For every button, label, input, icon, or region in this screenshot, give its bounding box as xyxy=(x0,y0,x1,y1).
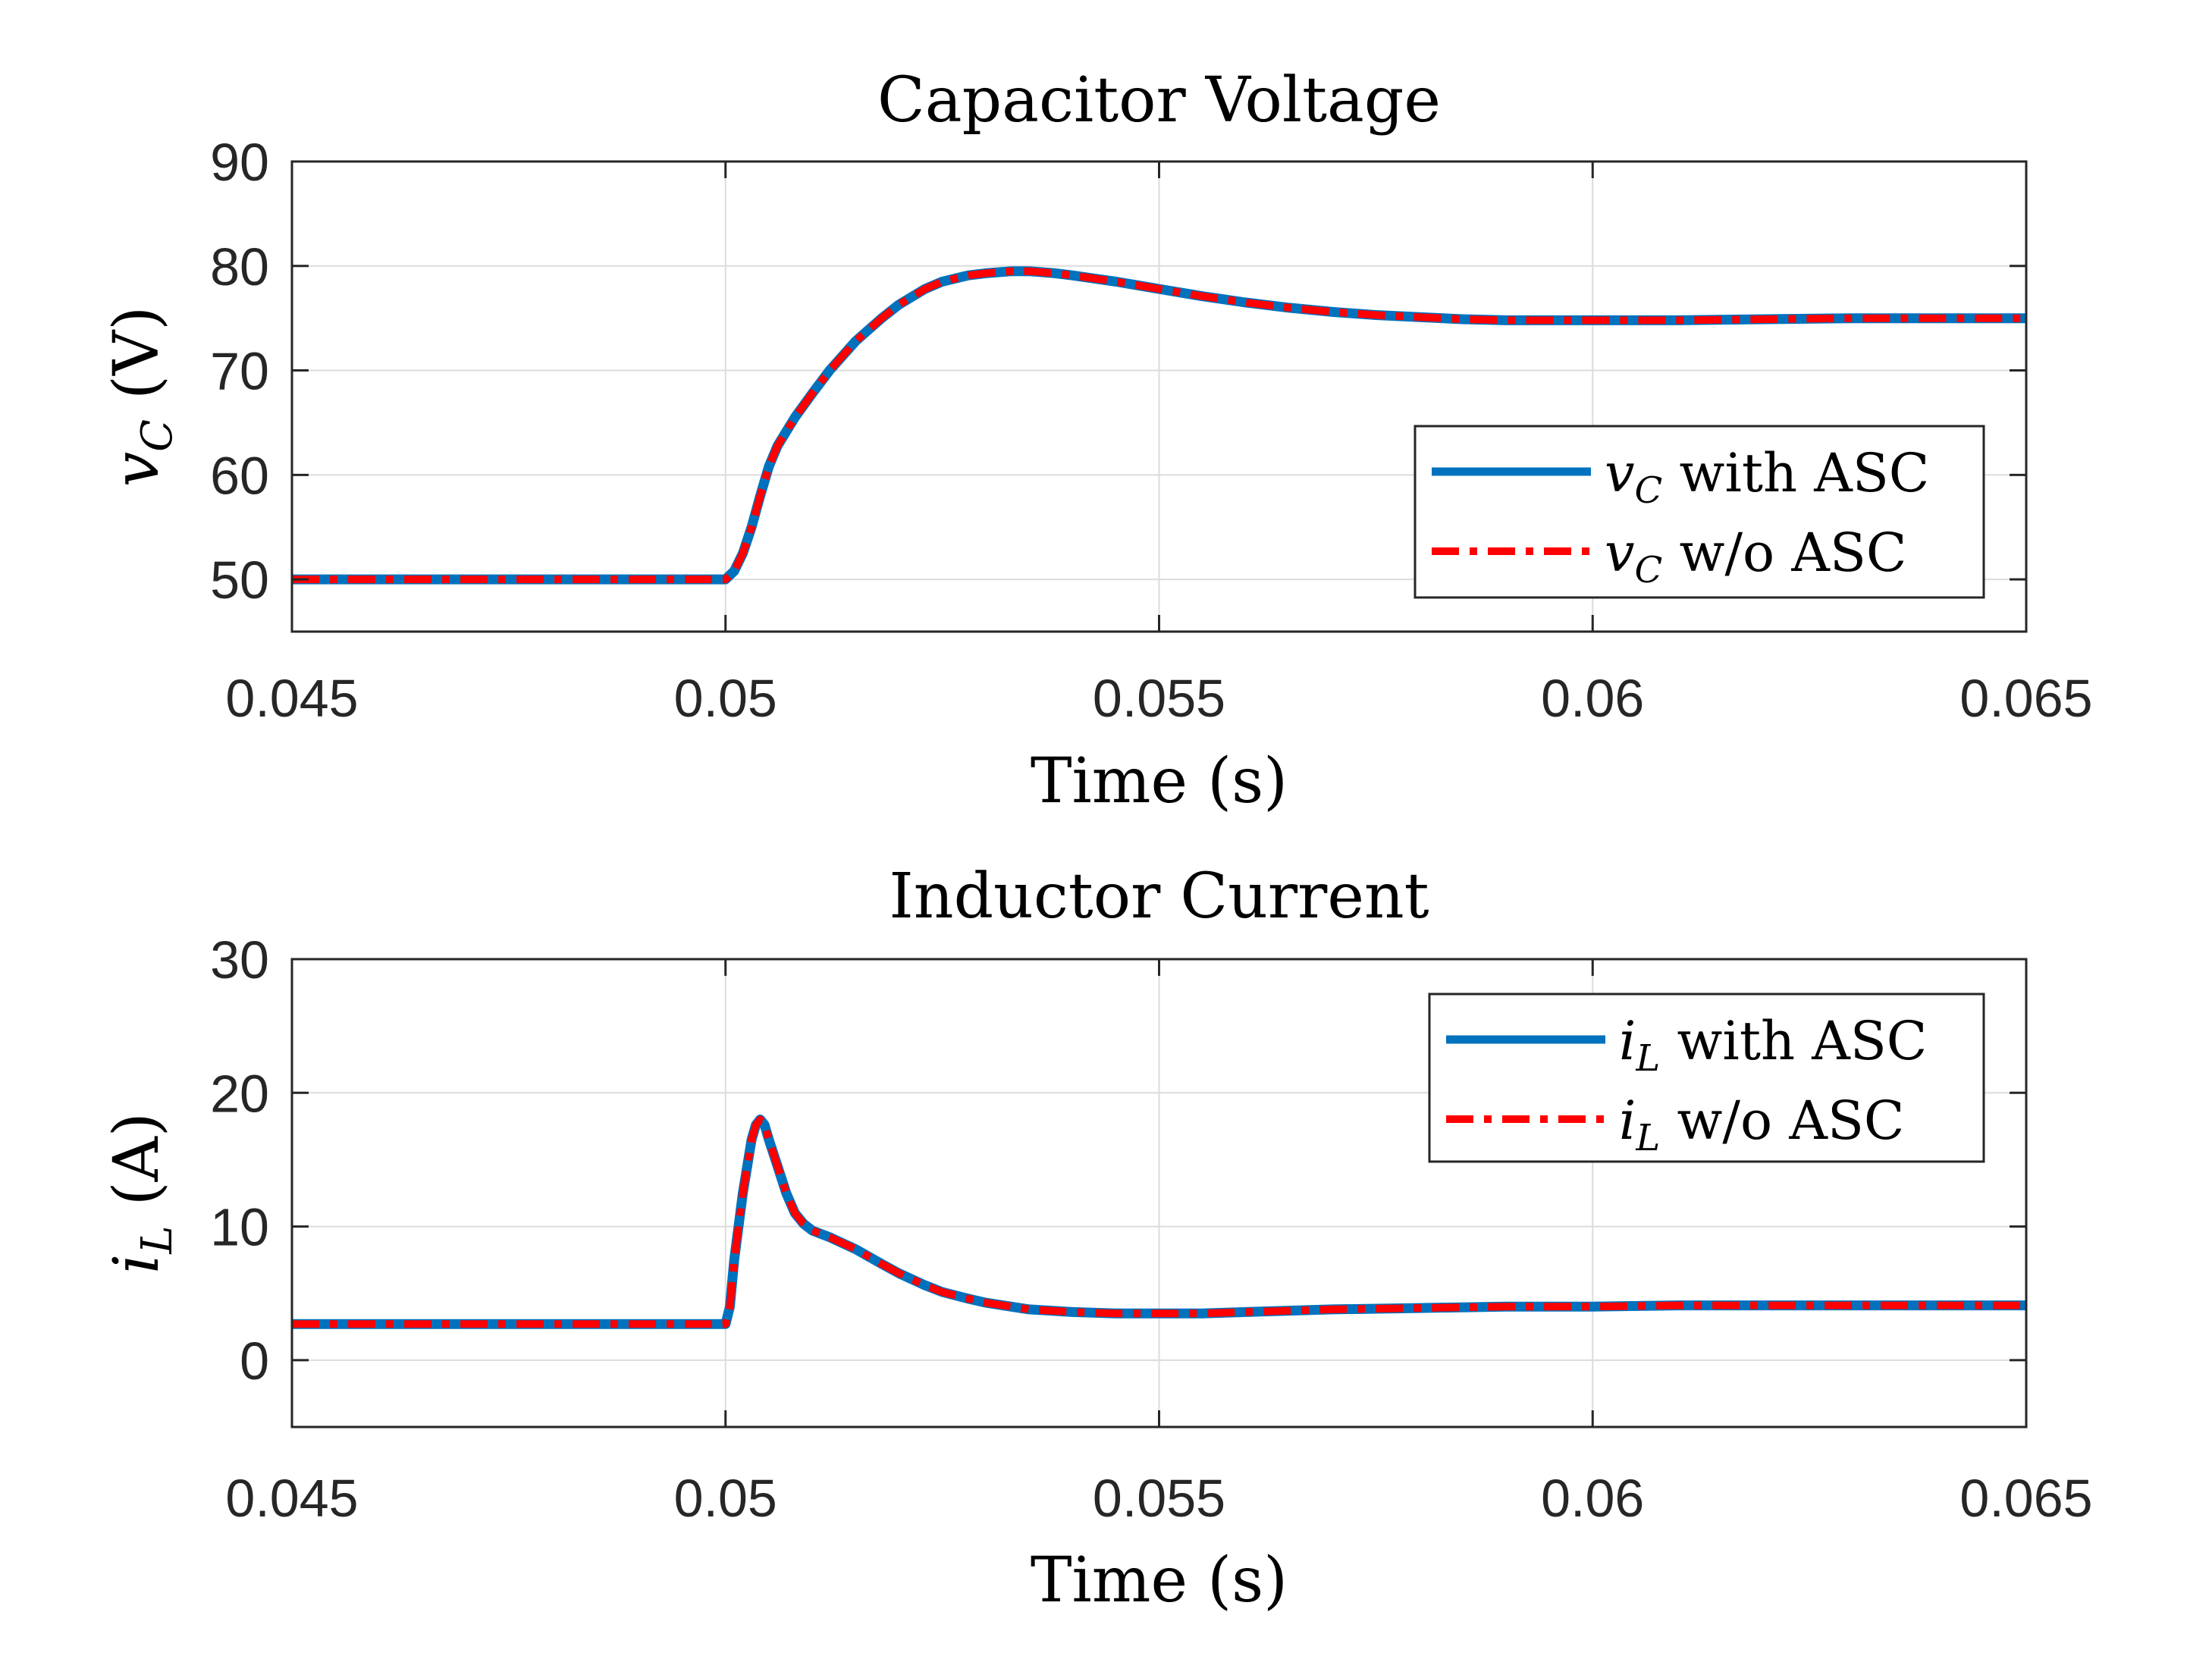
legend-label-0-subscript: C xyxy=(1635,469,1663,512)
legend-label-0-subscript: L xyxy=(1635,1037,1660,1080)
legend-label-1: vC w/o ASC xyxy=(1605,522,1907,591)
legend-label-0-symbol: i xyxy=(1619,1010,1636,1072)
y-axis-ticks: 50 60 70 80 90 xyxy=(210,133,2026,610)
x-tick-label-0: 0.045 xyxy=(225,669,358,728)
chart-title: Capacitor Voltage xyxy=(877,64,1441,136)
y-axis-label-group: vC (V) xyxy=(101,306,182,487)
data-series xyxy=(292,266,2026,585)
y-axis-label-text: (A) xyxy=(101,1112,173,1225)
y-tick-label-2: 20 xyxy=(210,1064,269,1123)
legend-label-0-text: with ASC xyxy=(1660,1010,1927,1072)
legend-label-1-symbol: v xyxy=(1605,522,1635,584)
y-axis-label-group: iL (A) xyxy=(101,1112,182,1274)
y-tick-label-1: 60 xyxy=(210,446,269,505)
y-axis-label-subscript: L xyxy=(133,1225,182,1254)
chart-panel-1: 0.045 0.05 0.055 0.06 0.065 50 60 70 80 90 Capacit… xyxy=(101,64,2093,817)
x-axis-label: Time (s) xyxy=(1031,745,1288,817)
y-axis-label: vC (V) xyxy=(101,306,182,487)
y-axis-label-symbol: v xyxy=(101,452,173,487)
legend-label-1-text: w/o ASC xyxy=(1660,1090,1904,1152)
series-line-w-o-asc xyxy=(292,267,2026,584)
legend-label-0-text: with ASC xyxy=(1662,442,1929,504)
y-tick-label-0: 0 xyxy=(240,1331,269,1391)
x-tick-label-1: 0.05 xyxy=(674,669,777,728)
y-tick-label-3: 80 xyxy=(210,237,269,296)
y-axis-label: iL (A) xyxy=(101,1112,182,1274)
legend-label-1: iL w/o ASC xyxy=(1619,1090,1904,1159)
data-series xyxy=(292,1115,2026,1329)
x-tick-label-0: 0.045 xyxy=(225,1469,358,1528)
chart-panel-2: 0.045 0.05 0.055 0.06 0.065 0 10 20 30 Inductor C… xyxy=(101,861,2093,1617)
x-axis-ticks: 0.045 0.05 0.055 0.06 0.065 xyxy=(225,162,2093,728)
x-axis-ticks: 0.045 0.05 0.055 0.06 0.065 xyxy=(225,959,2093,1528)
legend-box xyxy=(1413,425,1985,599)
series-line-w-o-asc xyxy=(292,1115,2026,1328)
x-tick-label-4: 0.065 xyxy=(1959,1469,2092,1528)
legend-label-1-text: w/o ASC xyxy=(1662,522,1906,584)
x-tick-label-2: 0.055 xyxy=(1093,1469,1225,1528)
x-axis-label: Time (s) xyxy=(1031,1545,1288,1617)
y-axis-label-symbol: i xyxy=(101,1254,173,1274)
y-axis-label-subscript: C xyxy=(133,419,182,452)
legend-label-0-symbol: v xyxy=(1605,442,1635,504)
legend-label-0: iL with ASC xyxy=(1619,1010,1927,1080)
legend-label-1-symbol: i xyxy=(1619,1090,1636,1152)
y-tick-label-1: 10 xyxy=(210,1198,269,1257)
legend-box xyxy=(1428,993,1985,1163)
chart-title: Inductor Current xyxy=(889,861,1429,933)
y-tick-label-3: 30 xyxy=(210,930,269,989)
x-tick-label-1: 0.05 xyxy=(674,1469,777,1528)
legend-label-1-subscript: L xyxy=(1635,1117,1660,1159)
y-tick-label-0: 50 xyxy=(210,550,269,610)
x-tick-label-2: 0.055 xyxy=(1093,669,1225,728)
y-tick-label-2: 70 xyxy=(210,342,269,401)
y-axis-label-text: (V) xyxy=(101,306,173,419)
legend-label-0: vC with ASC xyxy=(1605,442,1929,512)
x-tick-label-3: 0.06 xyxy=(1541,669,1644,728)
legend-label-1-subscript: C xyxy=(1635,549,1663,591)
y-axis-ticks: 0 10 20 30 xyxy=(210,930,2026,1391)
y-tick-label-4: 90 xyxy=(210,133,269,192)
x-tick-label-4: 0.065 xyxy=(1959,669,2092,728)
x-tick-label-3: 0.06 xyxy=(1541,1469,1644,1528)
